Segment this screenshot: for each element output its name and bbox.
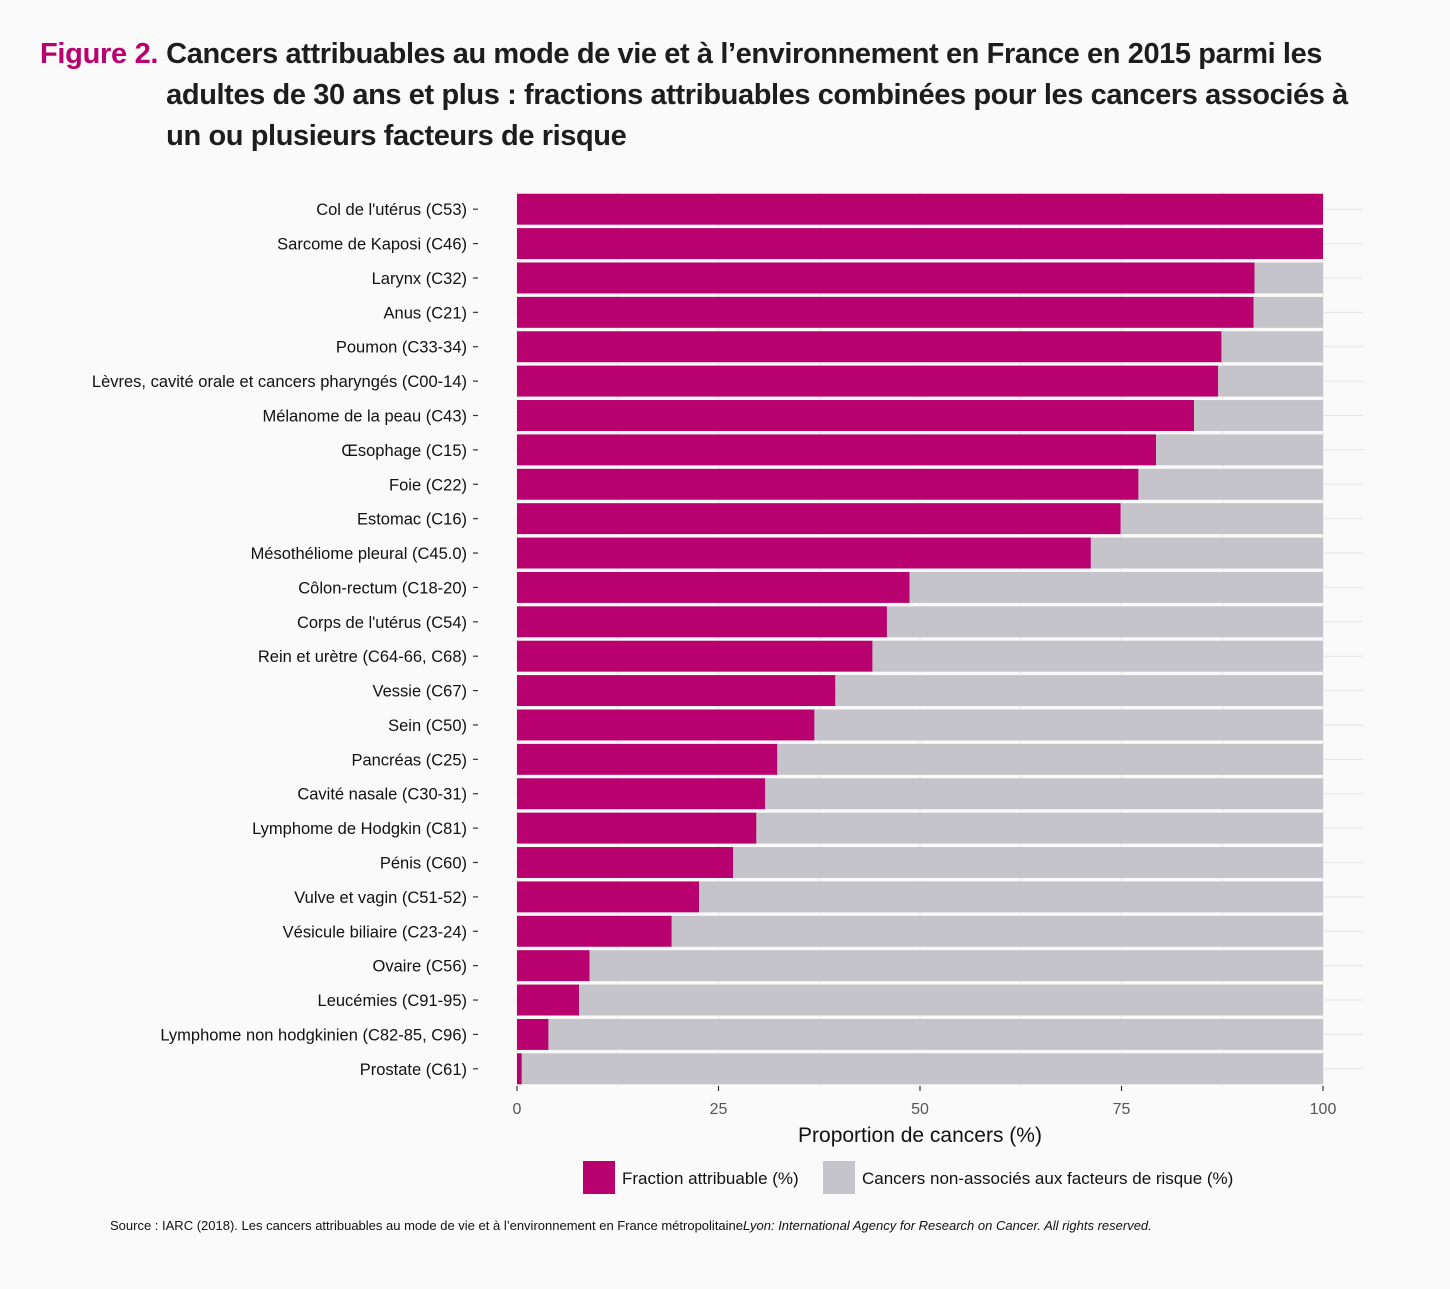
x-tick-label: 25	[710, 1101, 728, 1118]
category-label: Prostate (C61)	[360, 1061, 467, 1079]
category-label: Vessie (C67)	[373, 683, 467, 701]
bar-attributable	[517, 778, 766, 810]
category-label: Lymphome de Hodgkin (C81)	[252, 820, 467, 838]
source-text: Source : IARC (2018). Les cancers attrib…	[110, 1218, 744, 1233]
bar-attributable	[517, 468, 1139, 500]
bar-attributable	[517, 228, 1323, 260]
category-label: Anus (C21)	[384, 304, 467, 322]
bar-non-associated	[765, 778, 1323, 810]
bar-attributable	[517, 400, 1195, 431]
bar-non-associated	[886, 606, 1323, 638]
category-label: Ovaire (C56)	[373, 958, 467, 976]
bar-attributable	[517, 296, 1254, 328]
bar-non-associated	[1090, 537, 1323, 569]
bar-non-associated	[1218, 365, 1323, 397]
bar-non-associated	[733, 847, 1323, 878]
category-label: Corps de l'utérus (C54)	[297, 614, 467, 632]
legend: Fraction attribuable (%) Cancers non-asso…	[583, 1161, 1233, 1194]
source-italic-text: Lyon: International Agency for Research …	[743, 1218, 1152, 1233]
bar-non-associated	[1138, 468, 1323, 500]
bar-non-associated	[835, 675, 1323, 707]
bar-attributable	[517, 915, 672, 947]
figure-title: Cancers attribuables au mode de vie et à…	[166, 38, 1348, 152]
legend-swatch-non-associated	[823, 1161, 855, 1194]
category-label: Leucémies (C91-95)	[318, 992, 467, 1010]
figure-header: Figure 2. Cancers attribuables au mode d…	[40, 34, 1420, 157]
bar-non-associated	[1156, 434, 1323, 466]
bar-attributable	[517, 1018, 549, 1050]
category-label: Poumon (C33-34)	[336, 339, 467, 357]
bar-non-associated	[548, 1018, 1323, 1050]
bar-non-associated	[1254, 262, 1323, 294]
bar-attributable	[517, 881, 700, 913]
bar-attributable	[517, 984, 580, 1016]
category-label: Estomac (C16)	[357, 511, 467, 529]
bar-non-associated	[814, 709, 1323, 741]
figure-label: Figure 2.	[40, 38, 159, 70]
category-label: Lèvres, cavité orale et cancers pharyngé…	[92, 373, 467, 391]
category-label: Vésicule biliaire (C23-24)	[283, 923, 467, 941]
bar-attributable	[517, 812, 757, 844]
bar-non-associated	[1194, 400, 1323, 431]
bar-non-associated	[1253, 296, 1323, 328]
source-note: Source : IARC (2018). Les cancers attrib…	[110, 1218, 1152, 1233]
bar-non-associated	[699, 881, 1323, 913]
category-label: Rein et urètre (C64-66, C68)	[258, 648, 467, 666]
bar-attributable	[517, 640, 873, 672]
bar-non-associated	[1120, 503, 1323, 535]
bar-non-associated	[872, 640, 1323, 672]
bar-attributable	[517, 434, 1157, 466]
bars	[517, 193, 1323, 1085]
x-axis-ticks: 0 25 50 75 100	[513, 1086, 1337, 1118]
legend-label-non-associated: Cancers non-associés aux facteurs de ris…	[862, 1169, 1233, 1188]
category-label: Côlon-rectum (C18-20)	[298, 579, 467, 597]
bar-attributable	[517, 675, 836, 707]
bar-non-associated	[909, 571, 1323, 603]
bar-attributable	[517, 537, 1091, 569]
bar-non-associated	[521, 1053, 1323, 1085]
category-label: Col de l'utérus (C53)	[316, 201, 467, 219]
x-axis-title: Proportion de cancers (%)	[798, 1124, 1042, 1147]
category-label: Lymphome non hodgkinien (C82-85, C96)	[160, 1026, 467, 1044]
bar-attributable	[517, 847, 734, 878]
bar-attributable	[517, 709, 815, 741]
bar-attributable	[517, 503, 1121, 535]
category-labels: Col de l'utérus (C53) Sarcome de Kaposi (…	[92, 201, 478, 1079]
bar-attributable	[517, 743, 778, 775]
bar-non-associated	[756, 812, 1323, 844]
bar-non-associated	[777, 743, 1323, 775]
legend-swatch-attributable	[583, 1161, 615, 1194]
bar-attributable	[517, 193, 1323, 225]
bar-attributable	[517, 1053, 522, 1085]
bar-attributable	[517, 950, 590, 982]
bar-attributable	[517, 571, 910, 603]
category-label: Vulve et vagin (C51-52)	[294, 889, 467, 907]
bar-attributable	[517, 262, 1255, 294]
legend-label-attributable: Fraction attribuable (%)	[622, 1169, 799, 1188]
category-label: Mélanome de la peau (C43)	[262, 408, 467, 426]
category-label: Larynx (C32)	[372, 270, 467, 288]
x-tick-label: 0	[513, 1101, 522, 1118]
category-label: Pancréas (C25)	[351, 751, 467, 769]
bar-attributable	[517, 331, 1222, 363]
x-tick-label: 100	[1310, 1101, 1337, 1118]
bar-non-associated	[589, 950, 1323, 982]
x-tick-label: 75	[1113, 1101, 1131, 1118]
category-label: Œsophage (C15)	[341, 442, 467, 460]
category-label: Sarcome de Kaposi (C46)	[277, 236, 467, 254]
category-label: Cavité nasale (C30-31)	[297, 786, 467, 804]
bar-attributable	[517, 365, 1219, 397]
x-tick-label: 50	[911, 1101, 929, 1118]
category-label: Mésothéliome pleural (C45.0)	[251, 545, 467, 563]
bar-non-associated	[671, 915, 1323, 947]
category-label: Pénis (C60)	[380, 855, 467, 873]
bar-non-associated	[579, 984, 1323, 1016]
category-label: Sein (C50)	[388, 717, 467, 735]
bar-attributable	[517, 606, 887, 638]
category-label: Foie (C22)	[389, 476, 467, 494]
bar-non-associated	[1221, 331, 1323, 363]
